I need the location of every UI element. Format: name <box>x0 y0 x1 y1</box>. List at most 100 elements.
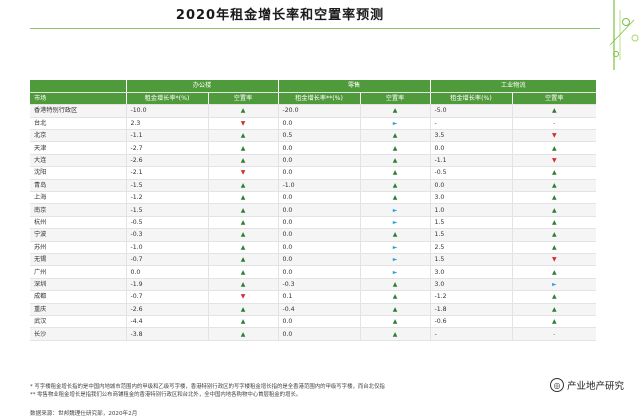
cell-office-rent: -2.1 <box>125 166 208 180</box>
page-title: 2020年租金增长率和空置率预测 <box>175 8 385 23</box>
group-office: 办公楼 <box>125 80 278 93</box>
cell-office-rent: -3.8 <box>125 327 208 341</box>
title-divider <box>30 28 600 29</box>
vacancy-up-icon: ▲ <box>551 169 557 177</box>
cell-office-rent: -2.6 <box>125 154 208 168</box>
cell-logistics-vacancy: - <box>511 327 596 341</box>
vacancy-down-icon: ▼ <box>551 256 557 264</box>
table-row: 重庆 -2.6 ▲ -0.4 ▲ -1.8 ▲ <box>30 303 596 316</box>
wechat-icon: ◎ <box>549 378 564 392</box>
cell-retail-vacancy: ▲ <box>359 104 430 118</box>
table-row: 台北 2.3 ▼ 0.0 ► - - <box>30 117 596 131</box>
vacancy-up-icon: ▲ <box>240 194 246 202</box>
table-row: 沈阳 -2.1 ▼ 0.0 ▲ -0.5 ▲ <box>30 166 596 180</box>
cell-market: 重庆 <box>30 303 127 316</box>
watermark: ◎ 产业地产研究 <box>549 378 624 392</box>
table-row: 成都 -0.7 ▼ 0.1 ▲ -1.2 ▲ <box>30 290 596 304</box>
cell-market: 台北 <box>30 117 127 131</box>
vacancy-flat-icon: ► <box>392 119 398 127</box>
cell-logistics-rent: 3.0 <box>429 191 512 205</box>
cell-logistics-rent: 1.0 <box>429 203 512 217</box>
cell-logistics-rent: -0.5 <box>429 166 512 180</box>
cell-retail-rent: 0.0 <box>277 141 360 155</box>
cell-office-vacancy: ▲ <box>207 141 278 155</box>
cell-retail-vacancy: ▲ <box>359 141 430 155</box>
cell-office-rent: -0.3 <box>125 228 208 242</box>
vacancy-up-icon: ▲ <box>551 293 557 301</box>
cell-office-vacancy: ▲ <box>207 216 278 230</box>
cell-logistics-vacancy: ▲ <box>511 191 596 205</box>
cell-office-rent: -0.7 <box>125 290 208 304</box>
cell-logistics-vacancy: ▲ <box>511 290 596 304</box>
cell-retail-rent: 0.0 <box>277 253 360 267</box>
vacancy-flat-icon: ► <box>392 243 398 251</box>
vacancy-up-icon: ▲ <box>392 132 398 140</box>
cell-logistics-vacancy: ▼ <box>511 154 596 168</box>
cell-retail-vacancy: ▲ <box>359 166 430 180</box>
vacancy-up-icon: ▲ <box>240 157 246 165</box>
vacancy-up-icon: ▲ <box>551 305 557 313</box>
table-row: 宁波 -0.3 ▲ 0.0 ▲ 1.5 ▲ <box>30 228 596 242</box>
cell-retail-vacancy: ► <box>359 265 430 279</box>
cell-retail-rent: -20.0 <box>277 104 360 118</box>
cell-retail-rent: 0.0 <box>277 203 360 217</box>
vacancy-up-icon: ▲ <box>392 181 398 189</box>
cell-logistics-vacancy: ▲ <box>511 166 596 180</box>
col-office-rent: 租金增长率*(%) <box>125 92 208 106</box>
group-retail: 零售 <box>277 80 430 93</box>
vacancy-down-icon: ▼ <box>551 157 557 165</box>
cell-office-vacancy: ▼ <box>207 117 278 131</box>
cell-office-rent: -1.2 <box>125 191 208 205</box>
cell-retail-vacancy: ► <box>359 216 430 230</box>
cell-retail-vacancy: ▲ <box>359 191 430 205</box>
cell-market: 香港特别行政区 <box>30 104 127 118</box>
table-row: 上海 -1.2 ▲ 0.0 ▲ 3.0 ▲ <box>30 191 596 205</box>
cell-office-rent: -1.9 <box>125 278 208 292</box>
group-logistics: 工业物流 <box>429 80 596 93</box>
table-row: 武汉 -4.4 ▲ 0.0 ▲ -0.6 ▲ <box>30 315 596 329</box>
cell-logistics-vacancy: ► <box>511 278 596 292</box>
vacancy-up-icon: ▲ <box>240 268 246 276</box>
cell-logistics-vacancy: ▼ <box>511 253 596 267</box>
cell-logistics-rent: 1.5 <box>429 228 512 242</box>
cell-retail-vacancy: ▲ <box>359 315 430 329</box>
cell-office-vacancy: ▲ <box>207 104 278 118</box>
cell-logistics-rent: - <box>429 327 512 341</box>
cell-market: 大连 <box>30 154 127 168</box>
cell-retail-rent: -0.4 <box>277 303 360 316</box>
col-logistics-vacancy: 空置率 <box>511 92 596 106</box>
cell-office-rent: -0.5 <box>125 216 208 230</box>
cell-office-rent: 2.3 <box>125 117 208 131</box>
vacancy-up-icon: ▲ <box>392 318 398 326</box>
cell-retail-vacancy: ► <box>359 203 430 217</box>
vacancy-up-icon: ▲ <box>551 194 557 202</box>
cell-office-rent: 0.0 <box>125 265 208 279</box>
cell-logistics-vacancy: ▲ <box>511 315 596 329</box>
vacancy-flat-icon: ► <box>392 218 398 226</box>
vacancy-flat-icon: ► <box>392 206 398 214</box>
cell-office-rent: -1.0 <box>125 241 208 254</box>
cell-retail-rent: 0.0 <box>277 228 360 242</box>
vacancy-up-icon: ▲ <box>240 206 246 214</box>
cell-retail-rent: 0.0 <box>277 241 360 254</box>
vacancy-up-icon: ▲ <box>551 218 557 226</box>
cell-logistics-rent: 0.0 <box>429 179 512 193</box>
cell-office-vacancy: ▲ <box>207 278 278 292</box>
vacancy-down-icon: ▼ <box>240 169 246 177</box>
cell-logistics-rent: -0.6 <box>429 315 512 329</box>
cell-retail-vacancy: ▲ <box>359 303 430 316</box>
vacancy-up-icon: ▲ <box>240 181 246 189</box>
cell-logistics-vacancy: ▲ <box>511 303 596 316</box>
cell-office-rent: -1.1 <box>125 129 208 143</box>
footnote-2: ** 零售物业租金增长是指我们公布商铺租金的香港特别行政区和台北外，全中国内地各… <box>30 392 302 398</box>
decorative-lines-icon <box>609 0 639 70</box>
vacancy-up-icon: ▲ <box>240 218 246 226</box>
vacancy-flat-icon: ► <box>392 256 398 264</box>
vacancy-up-icon: ▲ <box>392 169 398 177</box>
vacancy-flat-icon: ► <box>392 268 398 276</box>
cell-retail-rent: 0.0 <box>277 265 360 279</box>
table-row: 杭州 -0.5 ▲ 0.0 ► 1.5 ▲ <box>30 216 596 230</box>
col-market: 市场 <box>30 92 126 106</box>
cell-market: 苏州 <box>30 241 127 254</box>
vacancy-up-icon: ▲ <box>551 318 557 326</box>
